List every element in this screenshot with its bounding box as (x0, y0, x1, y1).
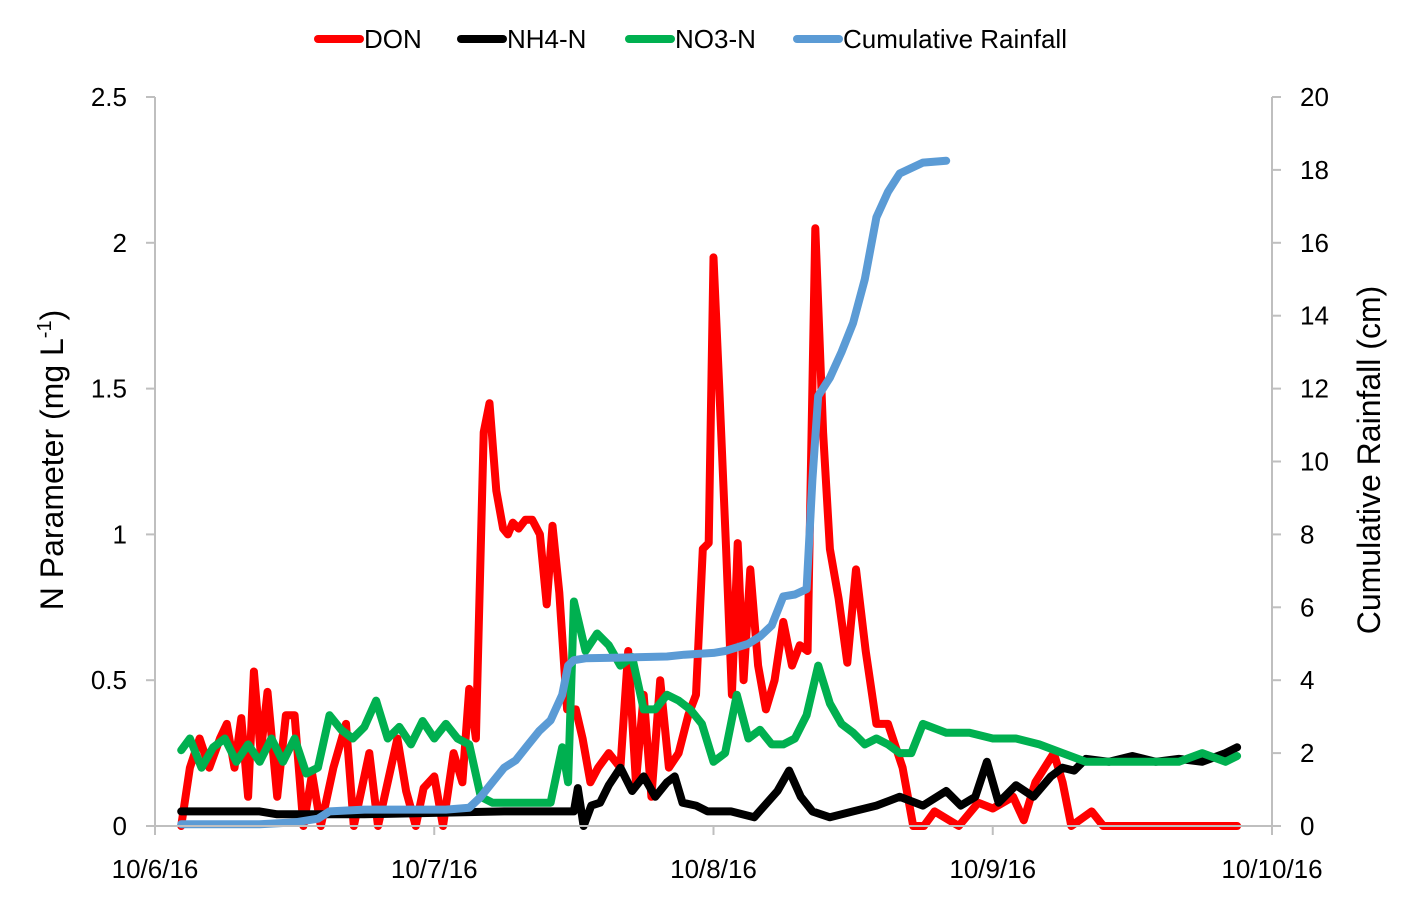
x-tick-label: 10/8/16 (670, 854, 757, 884)
y-left-tick-label: 0 (113, 811, 127, 841)
x-tick-label: 10/6/16 (112, 854, 199, 884)
y-right-tick-label: 10 (1300, 447, 1329, 477)
series-line-no3-n (177, 597, 1242, 807)
y-axis-left-title-superscript: -1 (34, 320, 56, 338)
legend-label-cumulative-rainfall: Cumulative Rainfall (843, 24, 1067, 54)
x-tick-label: 10/7/16 (391, 854, 478, 884)
y-left-tick-label: 1.5 (91, 374, 127, 404)
y-axis-left-title: N Parameter (mg L-1) (34, 310, 70, 611)
y-axis-right-title: Cumulative Rainfall (cm) (1351, 286, 1387, 635)
y-right-tick-label: 0 (1300, 811, 1314, 841)
y-right-tick-label: 4 (1300, 665, 1314, 695)
series-line-nh4-n (177, 743, 1242, 830)
legend-label-no3-n: NO3-N (675, 24, 756, 54)
legend: DON NH4-N NO3-N Cumulative Rainfall (314, 24, 1067, 54)
y-right-tick-label: 18 (1300, 155, 1329, 185)
y-right-tick-label: 2 (1300, 738, 1314, 768)
legend-label-don: DON (364, 24, 422, 54)
x-tick-label: 10/9/16 (949, 854, 1036, 884)
y-right-tick-label: 12 (1300, 374, 1329, 404)
y-right-tick-label: 20 (1300, 82, 1329, 112)
y-axis-left-title-main: N Parameter (mg L (34, 338, 70, 610)
series-line-cumulative-rainfall (177, 156, 951, 829)
y-left-tick-label: 2.5 (91, 82, 127, 112)
x-tick-label: 10/10/16 (1221, 854, 1322, 884)
axes-layer (146, 96, 1281, 835)
series-layer (177, 156, 1242, 830)
tick-labels: 0 0.5 1 1.5 2 2.5 0 2 4 6 8 10 12 14 16 18 20 10/6/16 10/7… (91, 82, 1329, 884)
y-left-tick-label: 1 (113, 519, 127, 549)
y-right-tick-label: 16 (1300, 228, 1329, 258)
y-right-tick-label: 6 (1300, 592, 1314, 622)
y-left-tick-label: 2 (113, 228, 127, 258)
y-right-tick-label: 8 (1300, 519, 1314, 549)
y-axis-left-title-close: ) (34, 310, 70, 321)
y-left-tick-label: 0.5 (91, 665, 127, 695)
y-right-tick-label: 14 (1300, 301, 1329, 331)
legend-label-nh4-n: NH4-N (507, 24, 586, 54)
